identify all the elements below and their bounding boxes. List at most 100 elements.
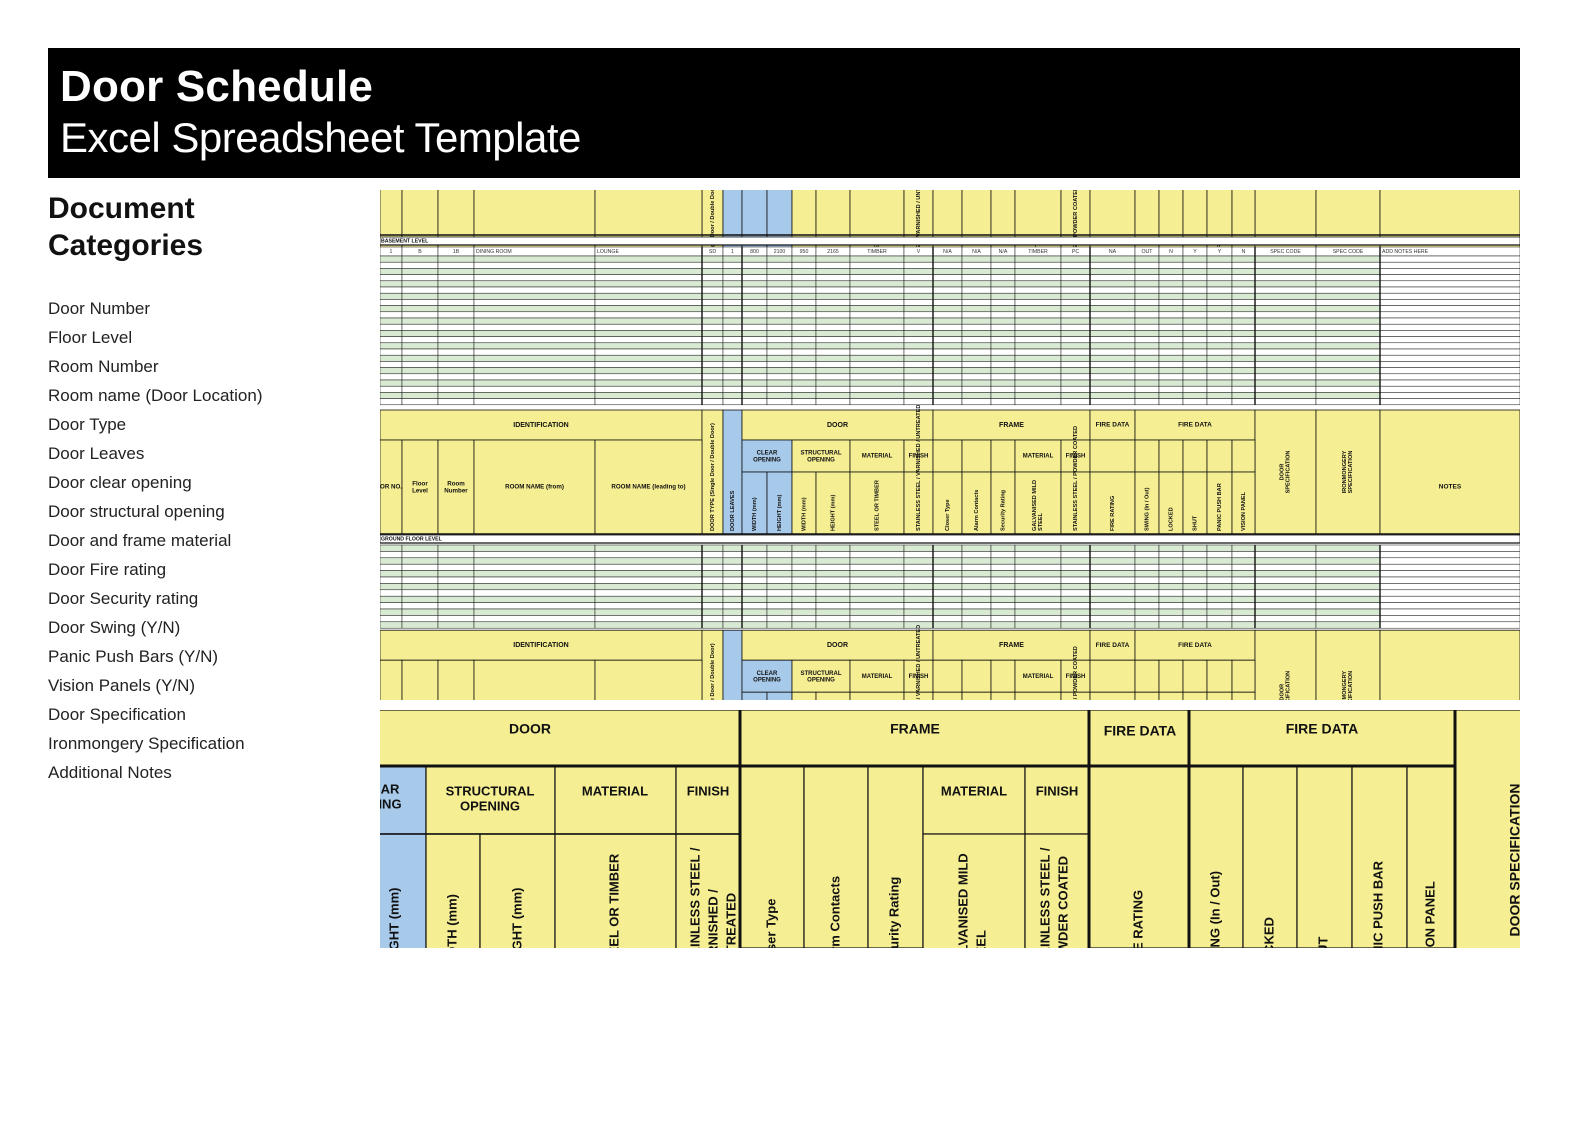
header-subgroup-label: MATERIAL [1023,674,1054,680]
data-cell [1134,621,1160,629]
data-cell [1315,361,1381,368]
data-cell [990,367,1016,375]
data-cell [791,544,817,552]
data-cell [437,602,475,610]
data-cell [437,563,475,571]
zoom-group-frame [739,710,1090,767]
data-cell [1182,255,1208,263]
data-cell [473,354,596,362]
data-cell [849,608,905,616]
data-cell [1182,268,1208,275]
data-cell [1014,551,1062,559]
data-cell [1254,311,1317,319]
data-cell [990,621,1016,629]
zoom-column-label: HEIGHT (mm) [509,888,524,949]
header-cell [1089,439,1136,473]
data-cell [1254,615,1317,623]
data-cell [1182,557,1208,565]
data-cell [791,330,817,337]
data-cell [815,563,851,571]
data-cell [1089,361,1136,368]
data-cell [473,385,596,393]
data-cell [1379,348,1520,356]
data-cell [401,274,439,282]
data-cell [766,608,793,616]
data-cell [1158,261,1184,269]
data-cell [741,557,768,565]
data-cell [990,292,1016,300]
header-subgroup-label: FINISH [1066,674,1086,680]
data-cell [1060,392,1091,399]
data-cell [791,379,817,387]
data-cell [791,602,817,610]
data-cell [401,286,439,294]
data-cell [701,615,724,623]
header-frame-label: FRAME [999,642,1024,649]
data-cell [903,602,934,610]
data-cell [701,299,724,306]
data-cell [932,330,963,337]
header-column-label: STAINLESS STEEL / POWDER COATED [1073,426,1079,531]
data-cell [1254,336,1317,344]
data-cell [1315,311,1381,319]
data-cell [1089,292,1136,300]
data-cell [1134,261,1160,269]
data-cell [1206,392,1233,399]
data-cell [932,392,963,399]
data-cell [1089,286,1136,294]
data-cell [1206,379,1233,387]
data-cell [1182,280,1208,288]
data-cell [932,323,963,331]
data-cell [1134,563,1160,571]
data-cell [1379,336,1520,344]
zoom-column-label: Alarm Contacts [827,876,842,948]
data-cell [1206,563,1233,571]
sample-row-value: 2165 [827,249,839,255]
data-cell [401,379,439,387]
data-cell [1315,551,1381,559]
spreadsheet-preview-small: IDENTIFICATION DOOR FRAME FIRE DATA FIRE DAT… [380,190,1520,700]
data-cell [849,361,905,368]
header-subgroup-finish [903,659,934,693]
data-cell [1060,336,1091,344]
data-cell [903,299,934,306]
data-cell [815,595,851,603]
sample-row-value: Y [1193,249,1197,255]
data-cell [594,570,703,578]
data-cell [1134,361,1160,368]
data-cell [1089,336,1136,344]
sample-row-value: OUT [1142,249,1154,255]
section-band [380,236,1520,246]
data-cell [1379,589,1520,597]
data-cell [1379,255,1520,263]
data-cell [1379,354,1520,362]
data-cell [741,602,768,610]
data-cell [961,576,992,584]
data-cell [1134,392,1160,399]
data-cell [1158,367,1184,375]
data-cell [1379,544,1520,552]
data-cell [791,261,817,269]
header-subgroup-label: MATERIAL [862,454,893,460]
data-cell [932,621,963,629]
data-cell [594,576,703,584]
data-cell [473,286,596,294]
data-cell [722,336,743,344]
data-cell [594,342,703,350]
data-cell [401,299,439,306]
data-cell [1315,615,1381,623]
data-cell [1182,274,1208,282]
data-cell [849,323,905,331]
data-cell [1089,621,1136,629]
data-cell [473,595,596,603]
sample-row-value: N/A [972,249,981,255]
data-cell [473,330,596,337]
data-cell [1182,348,1208,356]
data-cell [849,311,905,319]
data-cell [1134,367,1160,375]
data-cell [1254,367,1317,375]
data-cell [1014,379,1062,387]
data-cell [932,557,963,565]
header-column-label: Alarm Contacts [974,490,980,531]
data-cell [1134,583,1160,591]
